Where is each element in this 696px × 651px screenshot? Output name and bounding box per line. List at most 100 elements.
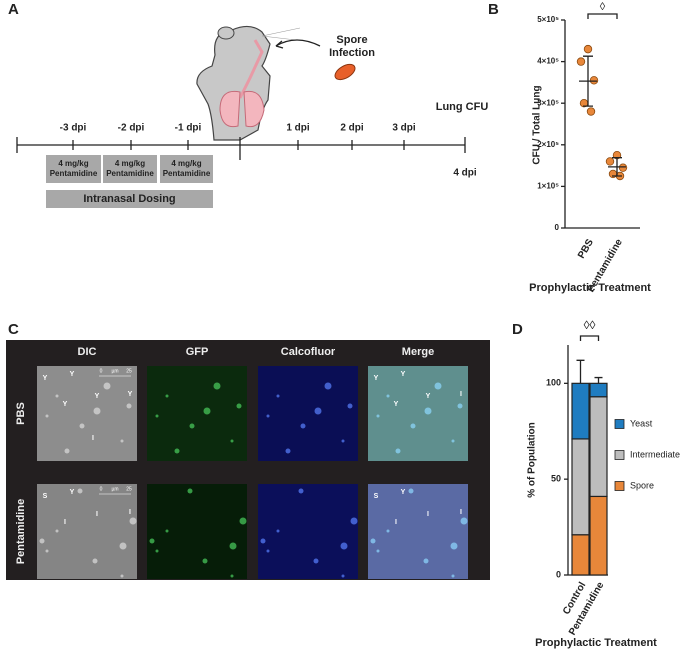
cell-annotation: Y [426,393,431,400]
cell [202,558,208,564]
data-point [589,76,599,85]
cell [314,407,322,415]
cell [370,538,376,544]
y-tick-label: 100 [546,378,561,388]
cell-annotation: I [96,511,98,518]
cell-annotation: Y [95,393,100,400]
cell [276,394,280,398]
cell [129,517,137,525]
dpi-label: 4 dpi [453,168,477,179]
cell [236,403,242,409]
mouse [196,25,356,141]
panel-label: C [8,321,19,338]
cell-annotation: I [92,435,94,442]
cell [266,414,270,418]
cell [386,529,390,533]
cell-annotation: Y [394,401,399,408]
cell [457,403,463,409]
x-axis-label: Prophylactic Treatment [529,282,651,294]
legend-label: Spore [630,480,654,490]
cell [260,538,266,544]
dpi-label: 3 dpi [392,123,416,134]
column-header: DIC [78,346,97,358]
legend-swatch [614,481,625,491]
cell-annotation: Y [63,401,68,408]
cell-annotation: I [427,511,429,518]
dose-label: Pentamidine [106,169,154,178]
y-tick-label: 0 [556,569,561,579]
y-tick-label: 2×10⁵ [537,140,559,149]
cell [300,423,306,429]
micrograph [147,484,247,579]
cell [451,574,455,578]
cell [340,542,348,550]
y-tick-label: 1×10⁵ [537,182,559,191]
scale-bar-label: 0 [100,486,103,492]
dpi-label: -3 dpi [60,123,87,134]
micrograph [368,366,468,461]
y-axis-label: CFU / Total Lung [532,85,543,164]
dpi-label: -2 dpi [118,123,145,134]
cell [347,403,353,409]
y-tick-label: 5×10⁵ [537,15,559,24]
dose-boxes [46,155,213,208]
significance: ◊◊ [584,318,596,332]
cell [395,448,401,454]
dose-label: 4 mg/kg [115,159,145,168]
cell [239,517,247,525]
cell [79,423,85,429]
cell-annotation: Y [374,375,379,382]
cell [155,414,159,418]
cell [410,423,416,429]
cell [313,558,319,564]
micrograph [37,484,137,579]
cell [230,574,234,578]
micrograph [368,484,468,579]
cell [165,529,169,533]
cell [298,488,304,494]
cell [341,439,345,443]
scale-bar-label: µm [111,368,118,374]
infection-label: Infection [329,47,375,59]
column-header: Calcofluor [281,346,336,358]
data-point [586,107,596,116]
cell [451,439,455,443]
cell [55,394,59,398]
error-bar [612,157,622,177]
bar-segment [571,382,590,440]
dpi-label: 2 dpi [340,123,364,134]
cell [341,574,345,578]
cell [376,549,380,553]
cell-annotation: I [460,391,462,398]
error-bar [583,55,593,107]
significance: ◊ [600,1,606,13]
y-tick-label: 4×10⁵ [537,57,559,66]
cell-annotation: Y [401,489,406,496]
scale-bar-label: 0 [100,368,103,374]
bar-segment [589,382,608,398]
dose-label: 4 mg/kg [171,159,201,168]
dose-label: Pentamidine [50,169,98,178]
dose-label: Pentamidine [163,169,211,178]
cell [45,414,49,418]
micrograph [258,366,358,461]
x-tick-label: PBS [576,237,596,261]
bar-segment [589,396,608,498]
error-bar [576,359,585,384]
panel-label: A [8,1,19,18]
cell [213,382,221,390]
bar-segment [571,534,590,576]
endpoint-label: Lung CFU [436,101,489,113]
cell [376,414,380,418]
cell [120,439,124,443]
legend-label: Yeast [630,418,653,428]
scale-bar-label: 25 [126,486,132,492]
cell [230,439,234,443]
panel-label: B [488,1,499,18]
cell [450,542,458,550]
dpi-label: 1 dpi [286,123,310,134]
cell [120,574,124,578]
cell [45,549,49,553]
